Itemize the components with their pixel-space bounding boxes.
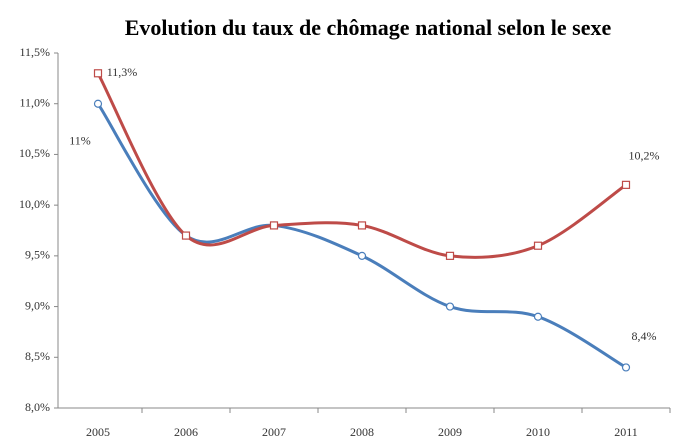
marker	[181, 231, 191, 240]
data-label: 8,4%	[632, 329, 657, 343]
x-tick-label: 2011	[614, 425, 638, 439]
marker	[445, 302, 455, 311]
marker	[445, 251, 455, 260]
marker	[93, 99, 103, 108]
chart-title: Evolution du taux de chômage national se…	[125, 15, 612, 40]
x-tick-label: 2005	[86, 425, 110, 439]
y-tick-label: 9,5%	[25, 248, 50, 262]
marker	[357, 221, 367, 230]
x-tick-label: 2007	[262, 425, 286, 439]
x-tick-label: 2008	[350, 425, 374, 439]
series-line	[96, 102, 627, 369]
y-tick-label: 11,5%	[19, 45, 50, 59]
marker	[533, 241, 543, 250]
y-tick-label: 9,0%	[25, 298, 50, 312]
x-tick-label: 2009	[438, 425, 462, 439]
data-label: 10,2%	[629, 149, 660, 163]
marker	[621, 363, 631, 372]
data-label: 11,3%	[107, 65, 138, 79]
x-tick-label: 2006	[174, 425, 198, 439]
y-tick-label: 8,0%	[25, 400, 50, 414]
y-tick-label: 11,0%	[19, 95, 50, 109]
y-tick-label: 8,5%	[25, 349, 50, 363]
y-tick-label: 10,0%	[19, 197, 50, 211]
marker	[357, 251, 367, 260]
x-tick-label: 2010	[526, 425, 550, 439]
marker	[533, 312, 543, 321]
marker	[621, 180, 631, 189]
data-label: 11%	[69, 133, 91, 147]
y-tick-label: 10,5%	[19, 146, 50, 160]
marker	[269, 221, 279, 230]
marker	[93, 69, 103, 78]
